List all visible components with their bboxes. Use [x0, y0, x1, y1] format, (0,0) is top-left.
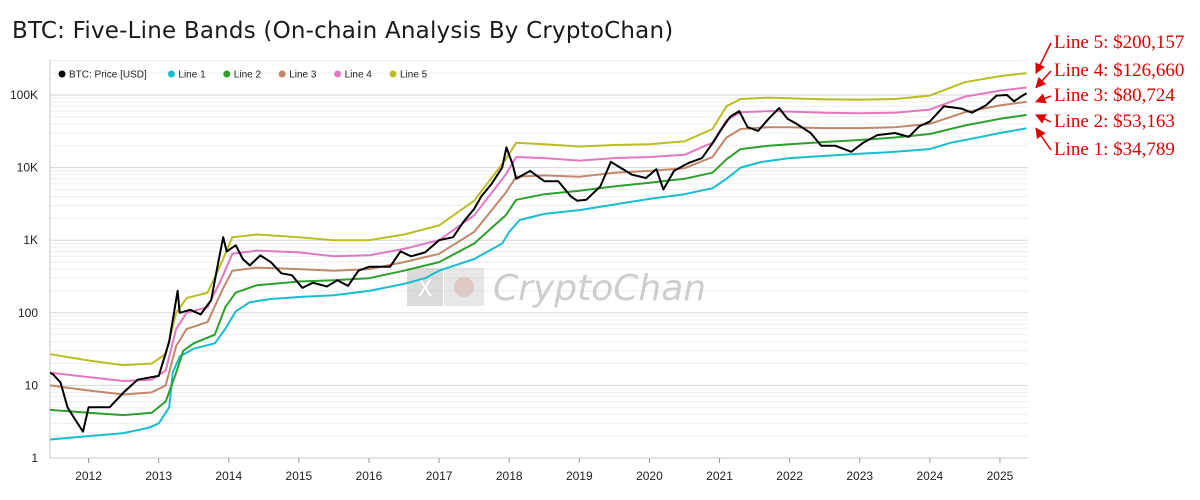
x-logo-icon: X [417, 277, 432, 302]
legend-marker [278, 70, 286, 78]
x-tick-label: 2025 [987, 469, 1014, 483]
y-tick-label: 1 [31, 451, 38, 465]
series-line-line-2 [50, 113, 1027, 417]
watermark-text: CryptoChan [493, 268, 706, 309]
x-tick-label: 2018 [496, 469, 523, 483]
annotation-label: Line 3: $80,724 [1054, 85, 1175, 106]
legend-marker [389, 70, 397, 78]
x-logo-box [407, 268, 443, 306]
annotation-arrow [1035, 114, 1052, 124]
y-tick-label: 10K [17, 161, 38, 175]
series-line-line-3 [50, 100, 1027, 396]
annotation-arrow [1035, 70, 1052, 89]
avatar-face [454, 277, 474, 297]
axes: 1 10 100 1K 10K 100K 2012 2013 2014 2015 2016 2017 2… [10, 60, 1028, 483]
x-tick-label: 2017 [426, 469, 453, 483]
legend-label: Line 2 [234, 70, 262, 81]
legend-label: Line 4 [345, 70, 373, 81]
legend-marker [58, 70, 66, 78]
x-tick-label: 2013 [145, 469, 172, 483]
x-tick-label: 2014 [215, 469, 242, 483]
legend-label: Line 1 [178, 70, 206, 81]
legend-label: Line 5 [400, 70, 428, 81]
legend-label: Line 3 [289, 70, 317, 81]
x-tick-label: 2016 [356, 469, 383, 483]
legend-marker [223, 70, 231, 78]
annotation-label: Line 4: $126,660 [1054, 60, 1184, 81]
y-tick-label: 100 [18, 306, 38, 320]
x-tick-label: 2019 [566, 469, 593, 483]
annotation-label: Line 2: $53,163 [1054, 111, 1175, 132]
annotation-arrow [1035, 93, 1052, 104]
series-layer [50, 72, 1028, 441]
legend-marker [167, 70, 175, 78]
legend-marker [334, 70, 342, 78]
legend-label: BTC: Price [USD] [69, 70, 147, 81]
grid [50, 59, 1028, 459]
x-tick-label: 2012 [75, 469, 102, 483]
annotations: Line 5: $200,157 Line 4: $126,660 Line 3: … [1035, 32, 1184, 160]
series-line-line-4 [50, 86, 1027, 382]
annotation-arrow [1035, 127, 1052, 151]
series-line-line-1 [50, 127, 1027, 441]
annotation-label: Line 5: $200,157 [1054, 32, 1184, 53]
series-line-line-5 [50, 72, 1027, 367]
y-tick-label: 100K [10, 88, 38, 102]
x-tick-label: 2022 [776, 469, 803, 483]
chart-title: BTC: Five-Line Bands (On-chain Analysis … [12, 18, 674, 44]
annotation-arrow [1035, 42, 1052, 75]
series-line-btc-price-usd [50, 92, 1028, 433]
y-tick-label: 1K [23, 233, 38, 247]
x-tick-label: 2021 [706, 469, 733, 483]
x-tick-label: 2023 [846, 469, 873, 483]
y-tick-label: 10 [25, 378, 39, 392]
watermark: X CryptoChan [407, 268, 706, 309]
x-tick-label: 2015 [286, 469, 313, 483]
x-tick-label: 2020 [636, 469, 663, 483]
annotation-label: Line 1: $34,789 [1054, 139, 1175, 160]
x-tick-label: 2024 [916, 469, 943, 483]
legend: BTC: Price [USD] Line 1 Line 2 Line 3 Line 4… [58, 70, 428, 81]
